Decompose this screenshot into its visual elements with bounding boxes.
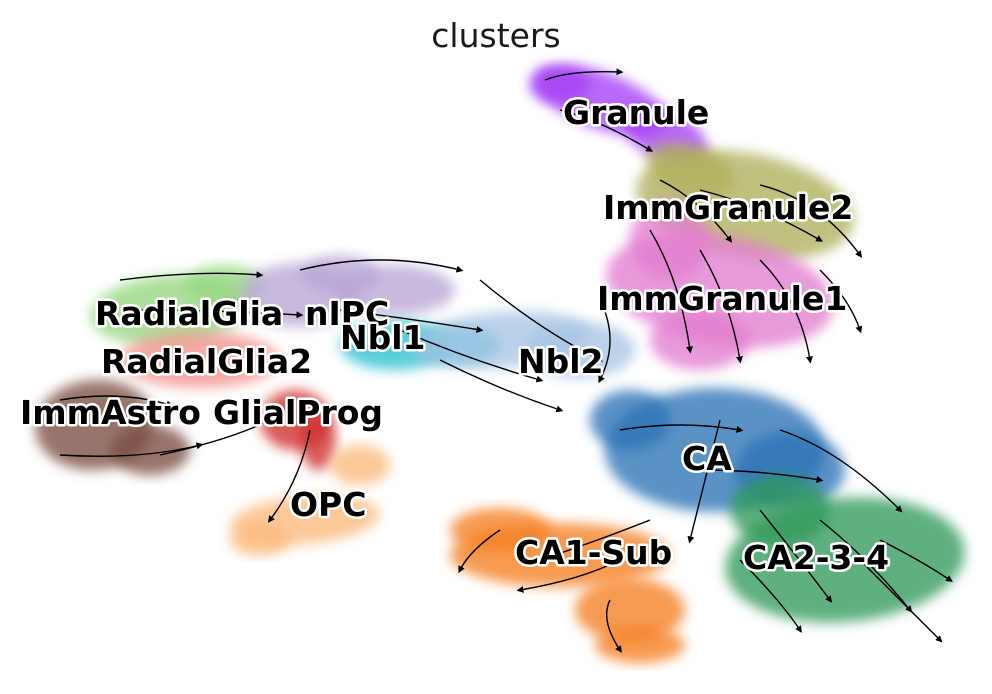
cluster-region-ca1-sub: [575, 578, 685, 642]
cluster-region-nipc: [300, 255, 380, 295]
velocity-streamline: [458, 529, 501, 574]
cluster-label-immgranule2: ImmGranule2: [603, 188, 853, 227]
cluster-label-nbl2: Nbl2: [518, 342, 604, 381]
cluster-labels: Granule ImmGranule2 ImmGranule1 RadialGlia n…: [18, 91, 892, 580]
velocity-streamline: [699, 189, 824, 242]
cluster-region-opc: [230, 524, 290, 556]
cluster-region-immgranule1: [630, 200, 710, 280]
velocity-streamline: [159, 418, 274, 456]
cluster-region-immgranule1: [650, 310, 750, 370]
cluster-label-radialglia2: RadialGlia2: [101, 342, 312, 381]
cluster-label-ca2-3-4: CA2-3-4: [743, 538, 889, 577]
cluster-label-ca: CA: [682, 439, 732, 478]
cluster-label-immastro: ImmAstro: [20, 393, 201, 432]
velocity-streamline: [819, 269, 863, 334]
cluster-region-immastro: [110, 425, 190, 475]
cluster-label-granule: Granule: [563, 93, 709, 132]
velocity-streamline: [606, 599, 622, 653]
cluster-label-glialprog: GlialProg: [213, 393, 383, 432]
velocity-streamline: [699, 249, 743, 364]
velocity-streamline: [687, 419, 721, 544]
chart-title: clusters: [431, 16, 561, 55]
velocity-streamline: [479, 279, 604, 362]
velocity-streamline: [759, 184, 863, 258]
cluster-region-glialprog: [300, 410, 336, 470]
cluster-label-immgranule1: ImmGranule1: [597, 279, 847, 318]
velocity-streamline: [516, 559, 621, 593]
velocity-streamline: [619, 424, 744, 433]
velocity-streamlines: [59, 68, 953, 653]
cluster-region-opc: [330, 445, 390, 485]
cluster-region-ca: [590, 390, 670, 450]
velocity-streamline: [299, 259, 464, 273]
velocity-streamline: [59, 442, 204, 457]
cluster-label-radialglia: RadialGlia: [95, 294, 283, 333]
velocity-streamline: [59, 395, 174, 408]
cluster-region-radialglia2: [120, 332, 280, 388]
cluster-label-ca1-sub: CA1-Sub: [515, 533, 672, 572]
velocity-streamline: [859, 559, 943, 643]
velocity-streamline: [879, 539, 953, 582]
cluster-label-nipc: nIPC: [305, 294, 389, 333]
velocity-streamline: [819, 519, 913, 613]
velocity-streamline: [339, 309, 484, 333]
cluster-label-nbl1: Nbl1: [340, 318, 426, 357]
velocity-streamline: [739, 559, 802, 633]
velocity-streamline: [536, 519, 651, 563]
velocity-streamline: [649, 229, 693, 354]
cluster-region-ca2-3-4: [730, 475, 830, 545]
velocity-streamline: [759, 509, 833, 603]
velocity-streamline: [544, 68, 624, 81]
velocity-streamline: [559, 109, 654, 152]
velocity-streamline: [699, 469, 824, 483]
velocity-streamline: [139, 309, 304, 319]
cluster-label-opc: OPC: [290, 485, 366, 524]
velocity-streamline: [759, 259, 813, 364]
velocity-streamline: [779, 429, 903, 513]
velocity-streamline: [598, 299, 611, 384]
cluster-region-ca1-sub: [595, 627, 685, 663]
velocity-streamline: [399, 329, 544, 383]
cluster-region-granule: [530, 67, 590, 103]
velocity-streamline: [267, 429, 311, 523]
velocity-streamline: [119, 271, 264, 281]
velocity-streamline: [439, 359, 564, 413]
velocity-streamline: [659, 179, 733, 243]
